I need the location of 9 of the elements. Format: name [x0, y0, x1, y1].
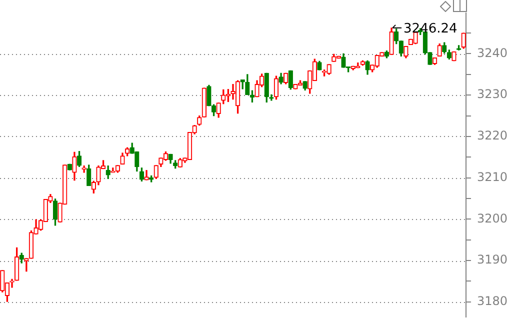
- y-tick-label: 3230: [477, 87, 508, 102]
- y-tick-label: 3210: [477, 170, 508, 184]
- annotation: 3246.24: [404, 21, 458, 36]
- y-tick-label: 3240: [477, 46, 508, 60]
- y-tick-label: 3220: [477, 128, 508, 143]
- y-tick-label: 3200: [477, 211, 508, 226]
- y-tick-label: 3180: [477, 294, 508, 308]
- y-tick-label: 3190: [477, 252, 508, 267]
- candlestick: [82, 165, 86, 173]
